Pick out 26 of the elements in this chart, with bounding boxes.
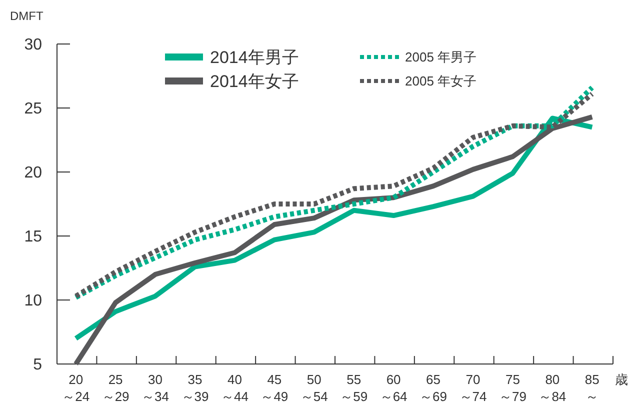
y-tick-label: 15 xyxy=(24,228,42,246)
x-tick-label: 35 ～39 xyxy=(181,372,209,404)
y-tick-label: 5 xyxy=(33,356,42,374)
x-tick-label: 55 ～59 xyxy=(340,372,368,404)
y-tick-label: 10 xyxy=(24,292,42,310)
x-tick-label: 85 ～ xyxy=(584,372,600,404)
legend-label: 2005 年男子 xyxy=(405,50,477,65)
x-tick-label: 45 ～49 xyxy=(260,372,288,404)
x-tick-label: 75 ～79 xyxy=(498,372,526,404)
legend-label: 2014年男子 xyxy=(210,48,299,67)
x-tick-label: 65 ～69 xyxy=(420,372,448,404)
y-tick-label: 25 xyxy=(24,100,42,118)
x-tick-label: 60 ～64 xyxy=(380,372,408,404)
x-tick-label: 25 ～29 xyxy=(102,372,130,404)
y-axis-title: DMFT xyxy=(10,9,44,23)
x-tick-label: 70 ～74 xyxy=(459,372,487,404)
legend-label: 2014年女子 xyxy=(210,72,299,91)
legend-label: 2005 年女子 xyxy=(405,74,477,89)
y-tick-label: 30 xyxy=(24,36,42,54)
x-tick-label: 20 ～24 xyxy=(62,372,90,404)
x-tick-label: 30 ～34 xyxy=(142,372,170,404)
x-axis-title: 歳 xyxy=(615,372,628,387)
x-tick-label: 80 ～84 xyxy=(538,372,566,404)
x-tick-label: 50 ～54 xyxy=(300,372,328,404)
y-tick-label: 20 xyxy=(24,164,42,182)
x-tick-label: 40 ～44 xyxy=(220,372,248,404)
